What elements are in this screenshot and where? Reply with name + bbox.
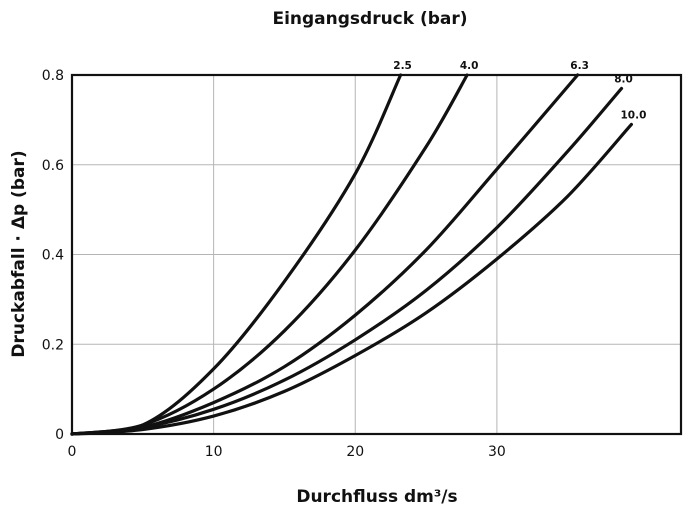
- y-axis-label: Druckabfall · Δp (bar): [9, 150, 29, 357]
- y-tick-label: 0.6: [42, 158, 64, 174]
- y-tick-label: 0.8: [42, 68, 64, 84]
- y-ticks: 0 0.2 0.4 0.6 0.8: [42, 68, 64, 443]
- y-tick-label: 0.4: [42, 248, 64, 264]
- grid: [72, 75, 681, 434]
- x-axis-label: Durchfluss dm³/s: [296, 487, 457, 507]
- x-tick-label: 20: [346, 444, 364, 460]
- series-line: [70, 122, 633, 436]
- curve-labels: 2.5 4.0 6.3 8.0 10.0: [393, 60, 646, 121]
- series-label: 10.0: [620, 109, 646, 121]
- y-tick-label: 0: [55, 427, 64, 443]
- chart-title: Eingangsdruck (bar): [272, 9, 467, 29]
- series-label: 6.3: [570, 60, 589, 72]
- plot-frame: [70, 73, 683, 436]
- series-line: [70, 73, 469, 436]
- y-tick-label: 0.2: [42, 337, 64, 353]
- x-tick-label: 30: [488, 444, 506, 460]
- series-label: 4.0: [460, 60, 479, 72]
- curves: [70, 73, 633, 436]
- x-ticks: 0 10 20 30: [68, 444, 506, 460]
- series-label: 2.5: [393, 60, 412, 72]
- series-label: 8.0: [614, 73, 633, 85]
- x-tick-label: 10: [205, 444, 223, 460]
- x-tick-label: 0: [68, 444, 77, 460]
- series-line: [70, 86, 624, 436]
